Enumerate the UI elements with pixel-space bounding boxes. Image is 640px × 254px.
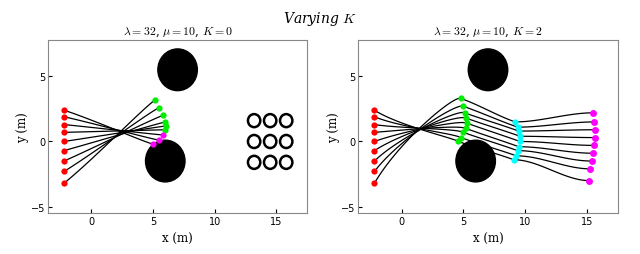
Circle shape xyxy=(145,141,185,182)
Circle shape xyxy=(468,50,508,91)
Circle shape xyxy=(456,141,495,182)
Circle shape xyxy=(158,50,197,91)
Text: Varying $K$: Varying $K$ xyxy=(283,10,357,28)
Y-axis label: y (m): y (m) xyxy=(17,112,29,142)
Y-axis label: y (m): y (m) xyxy=(327,112,340,142)
Title: $\lambda = 32$, $\mu = 10$, $K = 2$: $\lambda = 32$, $\mu = 10$, $K = 2$ xyxy=(433,26,543,39)
Title: $\lambda = 32$, $\mu = 10$, $K = 0$: $\lambda = 32$, $\mu = 10$, $K = 0$ xyxy=(123,26,232,39)
X-axis label: x (m): x (m) xyxy=(472,232,504,245)
X-axis label: x (m): x (m) xyxy=(162,232,193,245)
